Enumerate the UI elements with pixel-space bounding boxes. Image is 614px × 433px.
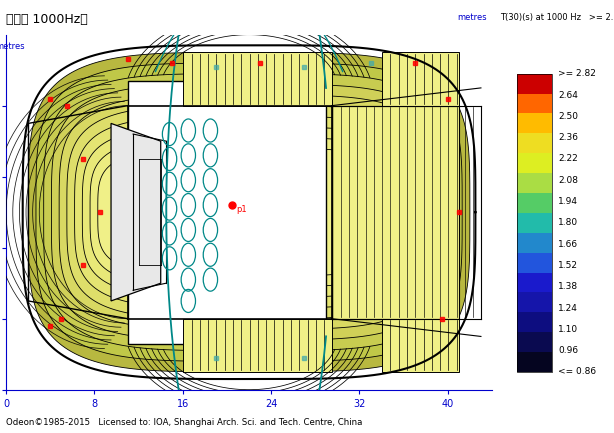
Bar bbox=[517, 272, 552, 292]
Polygon shape bbox=[82, 127, 416, 297]
FancyBboxPatch shape bbox=[381, 319, 459, 372]
Polygon shape bbox=[67, 106, 431, 319]
Polygon shape bbox=[90, 138, 408, 287]
Text: Odeon©1985-2015   Licensed to: IOA, Shanghai Arch. Sci. and Tech. Centre, China: Odeon©1985-2015 Licensed to: IOA, Shangh… bbox=[6, 417, 362, 427]
Bar bbox=[517, 193, 552, 213]
FancyBboxPatch shape bbox=[332, 106, 459, 319]
Polygon shape bbox=[52, 84, 447, 340]
Text: 0.96: 0.96 bbox=[558, 346, 578, 355]
Polygon shape bbox=[59, 95, 439, 330]
Bar bbox=[517, 292, 552, 312]
FancyBboxPatch shape bbox=[183, 319, 332, 372]
Polygon shape bbox=[75, 116, 424, 308]
Bar bbox=[517, 233, 552, 252]
Bar bbox=[517, 213, 552, 233]
Polygon shape bbox=[36, 63, 462, 361]
Text: 1.10: 1.10 bbox=[558, 325, 578, 334]
Text: >= 2.82: >= 2.82 bbox=[558, 69, 596, 78]
Polygon shape bbox=[28, 52, 470, 372]
Text: p1: p1 bbox=[236, 205, 246, 214]
Bar bbox=[517, 133, 552, 153]
Text: 1.66: 1.66 bbox=[558, 239, 578, 249]
Bar bbox=[517, 252, 552, 272]
Text: 2.22: 2.22 bbox=[558, 155, 578, 163]
FancyBboxPatch shape bbox=[183, 52, 332, 106]
Bar bbox=[517, 74, 552, 94]
Text: 2.08: 2.08 bbox=[558, 176, 578, 185]
Text: 1.80: 1.80 bbox=[558, 218, 578, 227]
Bar bbox=[517, 113, 552, 133]
Bar bbox=[517, 94, 552, 113]
Text: 1.94: 1.94 bbox=[558, 197, 578, 206]
Text: metres: metres bbox=[457, 13, 486, 22]
Bar bbox=[517, 153, 552, 173]
Polygon shape bbox=[44, 74, 454, 351]
Polygon shape bbox=[98, 148, 400, 276]
Bar bbox=[517, 332, 552, 352]
Text: 1.38: 1.38 bbox=[558, 282, 578, 291]
FancyBboxPatch shape bbox=[381, 52, 459, 106]
Text: 1.24: 1.24 bbox=[558, 304, 578, 313]
Text: metres: metres bbox=[0, 42, 25, 51]
Polygon shape bbox=[111, 123, 161, 301]
Text: T(30)(s) at 1000 Hz   >= 2.82: T(30)(s) at 1000 Hz >= 2.82 bbox=[500, 13, 614, 22]
Bar bbox=[517, 312, 552, 332]
Text: 2.64: 2.64 bbox=[558, 90, 578, 100]
Bar bbox=[517, 352, 552, 372]
Text: 1.52: 1.52 bbox=[558, 261, 578, 270]
Text: 2.36: 2.36 bbox=[558, 133, 578, 142]
Bar bbox=[517, 74, 552, 372]
Bar bbox=[517, 173, 552, 193]
Text: （中频 1000Hz）: （中频 1000Hz） bbox=[6, 13, 88, 26]
FancyBboxPatch shape bbox=[128, 81, 327, 343]
Text: 2.50: 2.50 bbox=[558, 112, 578, 121]
Text: <= 0.86: <= 0.86 bbox=[558, 368, 596, 376]
